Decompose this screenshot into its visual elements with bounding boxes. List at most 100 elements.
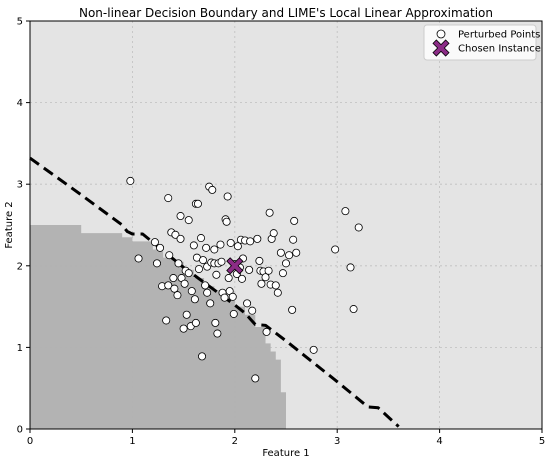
y-tick-label: 2 xyxy=(17,261,23,272)
perturbed-point xyxy=(341,207,350,216)
plot-frame xyxy=(29,20,543,430)
perturbed-point xyxy=(285,251,294,260)
perturbed-point xyxy=(224,274,233,283)
perturbed-point xyxy=(222,217,231,226)
perturbed-point xyxy=(262,327,271,336)
perturbed-point xyxy=(171,230,180,239)
perturbed-point xyxy=(226,238,235,247)
perturbed-point xyxy=(289,235,298,244)
perturbed-point xyxy=(217,257,226,266)
perturbed-point xyxy=(229,309,238,318)
perturbed-point xyxy=(292,248,301,257)
perturbed-point xyxy=(212,270,221,279)
perturbed-point xyxy=(198,352,207,361)
perturbed-point xyxy=(346,263,355,272)
perturbed-point xyxy=(233,242,242,251)
perturbed-point xyxy=(203,288,212,297)
perturbed-point xyxy=(187,287,196,296)
perturbed-point xyxy=(162,316,171,325)
perturbed-point xyxy=(191,318,200,327)
perturbed-point xyxy=(261,273,270,282)
perturbed-point xyxy=(179,324,188,333)
perturbed-point xyxy=(176,212,185,221)
perturbed-point xyxy=(210,245,219,254)
perturbed-point xyxy=(193,199,202,208)
perturbed-point xyxy=(246,237,255,246)
perturbed-point xyxy=(243,299,252,308)
legend-instance-x xyxy=(432,39,450,57)
perturbed-point xyxy=(182,310,191,319)
legend-box xyxy=(423,24,537,61)
plot-area xyxy=(29,20,543,430)
perturbed-point xyxy=(208,185,217,194)
perturbed-point xyxy=(164,194,173,203)
x-tick-label: 0 xyxy=(27,436,33,447)
perturbed-point xyxy=(156,243,165,252)
perturbed-point xyxy=(349,305,358,314)
perturbed-point xyxy=(173,291,182,300)
perturbed-point xyxy=(180,279,189,288)
y-tick-label: 4 xyxy=(17,98,23,109)
legend: Perturbed Points Chosen Instance xyxy=(423,24,541,61)
perturbed-point xyxy=(197,234,206,243)
x-axis-title: Feature 1 xyxy=(262,448,309,459)
perturbed-point xyxy=(288,305,297,314)
perturbed-point xyxy=(245,265,254,274)
perturbed-point xyxy=(248,306,257,315)
perturbed-point xyxy=(199,256,208,265)
x-tick-label: 5 xyxy=(539,436,545,447)
x-axis: 0 1 2 3 4 5 xyxy=(27,429,545,447)
legend-instance-label: Chosen Instance xyxy=(458,44,541,55)
perturbed-point xyxy=(202,243,211,252)
perturbed-point xyxy=(237,274,246,283)
perturbed-point xyxy=(184,216,193,225)
perturbed-point xyxy=(257,279,266,288)
perturbed-point xyxy=(152,259,161,268)
perturbed-point xyxy=(264,266,273,275)
perturbed-point xyxy=(276,248,285,257)
perturbed-point xyxy=(331,245,340,254)
perturbed-point xyxy=(165,251,174,260)
legend-perturbed-label: Perturbed Points xyxy=(458,30,540,41)
perturbed-point xyxy=(150,238,159,247)
class-region xyxy=(30,225,286,429)
perturbed-point xyxy=(290,216,299,225)
perturbed-point xyxy=(170,284,179,293)
perturbed-point xyxy=(271,281,280,290)
x-tick-label: 3 xyxy=(334,436,340,447)
perturbed-point xyxy=(126,176,135,185)
perturbed-point xyxy=(134,254,143,263)
y-tick-label: 1 xyxy=(17,343,23,354)
perturbed-point xyxy=(273,288,282,297)
legend-instance-marker xyxy=(432,39,450,57)
y-axis-title: Feature 2 xyxy=(4,201,15,248)
perturbed-point xyxy=(220,293,229,302)
perturbed-point xyxy=(223,192,232,201)
perturbed-point xyxy=(216,240,225,249)
perturbed-point xyxy=(309,345,318,354)
perturbed-point xyxy=(164,281,173,290)
decision-boundary-line xyxy=(29,156,400,428)
perturbed-point xyxy=(265,208,274,217)
perturbed-point xyxy=(174,259,183,268)
chart-title: Non-linear Decision Boundary and LIME's … xyxy=(79,6,493,20)
perturbed-point xyxy=(201,281,210,290)
perturbed-point xyxy=(189,241,198,250)
x-tick-label: 1 xyxy=(129,436,135,447)
perturbed-point xyxy=(190,295,199,304)
perturbed-point xyxy=(269,229,278,238)
y-tick-label: 5 xyxy=(17,17,23,28)
perturbed-point xyxy=(184,269,193,278)
x-tick-label: 2 xyxy=(232,436,238,447)
perturbed-point xyxy=(281,259,290,268)
perturbed-point xyxy=(228,292,237,301)
y-tick-label: 3 xyxy=(17,180,23,191)
perturbed-point xyxy=(253,234,262,243)
perturbed-point xyxy=(354,223,363,232)
perturbed-point xyxy=(206,299,215,308)
perturbed-point xyxy=(213,329,222,338)
y-axis: 0 1 2 3 4 5 xyxy=(17,17,30,436)
x-tick-label: 4 xyxy=(436,436,442,447)
